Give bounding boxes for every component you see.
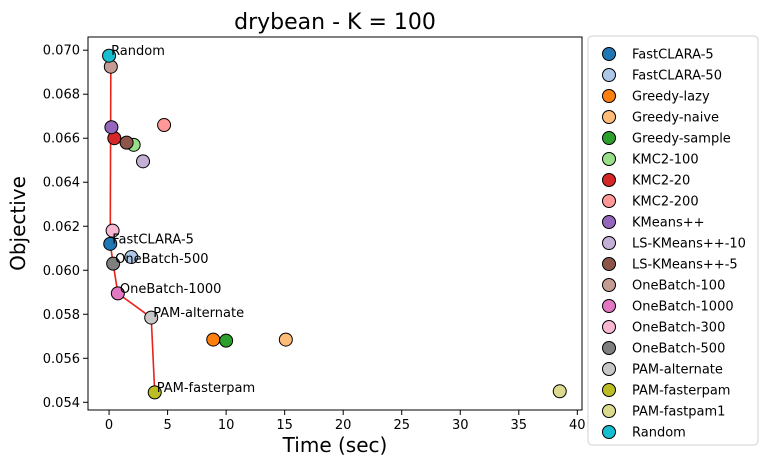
legend-label: KMC2-100 <box>632 153 699 168</box>
x-tick-label: 0 <box>105 418 113 433</box>
point-annotation: PAM-fasterpam <box>157 381 255 396</box>
data-point <box>136 154 151 169</box>
legend-marker <box>602 152 616 166</box>
y-tick-label: 0.054 <box>43 396 80 411</box>
point-annotation: FastCLARA-5 <box>112 232 194 247</box>
legend-frame <box>587 35 759 446</box>
data-point <box>552 384 567 399</box>
data-point <box>105 223 120 238</box>
legend-marker <box>602 236 616 250</box>
x-tick-label: 40 <box>569 418 586 433</box>
plot-frame <box>87 36 583 411</box>
legend: FastCLARA-5 FastCLARA-50 Greedy-lazy Greedy… <box>587 35 759 446</box>
data-point <box>106 256 121 271</box>
pareto-front-line <box>108 55 156 393</box>
legend-label: Greedy-lazy <box>632 90 710 105</box>
legend-marker <box>602 110 616 124</box>
legend-label: KMeans++ <box>632 216 705 231</box>
legend-marker <box>602 362 616 376</box>
data-point <box>147 385 162 400</box>
legend-marker <box>602 89 616 103</box>
legend-label: KMC2-200 <box>632 195 699 210</box>
legend-marker <box>602 425 616 439</box>
x-tick-label: 35 <box>511 418 528 433</box>
legend-label: PAM-fastpam1 <box>632 405 725 420</box>
legend-label: OneBatch-1000 <box>632 300 734 315</box>
x-tick-label: 30 <box>452 418 469 433</box>
legend-marker <box>602 383 616 397</box>
point-annotation: OneBatch-1000 <box>120 282 222 297</box>
y-tick-label: 0.060 <box>43 264 80 279</box>
data-point <box>278 332 293 347</box>
axis-ticks: 0 5 10 15 20 25 30 35 40 0.054 0.056 0.058 0.060 0.06… <box>43 44 586 433</box>
data-points <box>102 48 567 400</box>
legend-marker <box>602 257 616 271</box>
data-point <box>144 310 159 325</box>
legend-marker <box>602 68 616 82</box>
x-tick-label: 25 <box>393 418 410 433</box>
point-annotation: PAM-alternate <box>153 306 244 321</box>
legend-label: LS-KMeans++-5 <box>632 258 738 273</box>
y-tick-label: 0.066 <box>43 132 80 147</box>
legend-marker <box>602 131 616 145</box>
data-point <box>157 118 172 133</box>
data-point <box>206 332 221 347</box>
x-tick-label: 10 <box>218 418 235 433</box>
point-annotation: OneBatch-500 <box>115 252 208 267</box>
legend-marker <box>602 278 616 292</box>
data-point <box>219 333 234 348</box>
legend-marker <box>602 194 616 208</box>
legend-label: Greedy-sample <box>632 132 731 147</box>
y-tick-label: 0.064 <box>43 176 80 191</box>
data-point <box>110 286 125 301</box>
legend-label: OneBatch-100 <box>632 279 725 294</box>
legend-label: PAM-fasterpam <box>632 384 730 399</box>
legend-label: FastCLARA-5 <box>632 48 714 63</box>
x-tick-label: 20 <box>335 418 352 433</box>
legend-label: OneBatch-500 <box>632 342 725 357</box>
legend-marker <box>602 173 616 187</box>
legend-marker <box>602 320 616 334</box>
legend-label: OneBatch-300 <box>632 321 725 336</box>
y-tick-label: 0.068 <box>43 88 80 103</box>
legend-marker <box>602 404 616 418</box>
legend-label: PAM-alternate <box>632 363 723 378</box>
data-point <box>124 250 139 265</box>
data-point <box>102 48 117 63</box>
point-annotation: Random <box>111 44 165 59</box>
legend-marker <box>602 47 616 61</box>
y-tick-label: 0.056 <box>43 352 80 367</box>
data-point <box>119 135 134 150</box>
data-point <box>103 236 118 251</box>
legend-label: Greedy-naive <box>632 111 719 126</box>
data-point <box>104 120 119 135</box>
x-tick-label: 5 <box>163 418 171 433</box>
legend-marker <box>602 215 616 229</box>
legend-marker <box>602 341 616 355</box>
legend-label: Random <box>632 426 686 441</box>
legend-label: LS-KMeans++-10 <box>632 237 746 252</box>
point-annotations: Random FastCLARA-5 OneBatch-500 OneBatch-10… <box>111 44 255 396</box>
y-tick-label: 0.058 <box>43 308 80 323</box>
y-axis-label: Objective <box>6 176 30 271</box>
y-tick-label: 0.070 <box>43 44 80 59</box>
legend-label: FastCLARA-50 <box>632 69 722 84</box>
legend-label: KMC2-20 <box>632 174 690 189</box>
x-tick-label: 15 <box>276 418 293 433</box>
x-axis-label: Time (sec) <box>282 433 388 457</box>
y-tick-label: 0.062 <box>43 220 80 235</box>
chart-title: drybean - K = 100 <box>234 10 436 35</box>
legend-marker <box>602 299 616 313</box>
